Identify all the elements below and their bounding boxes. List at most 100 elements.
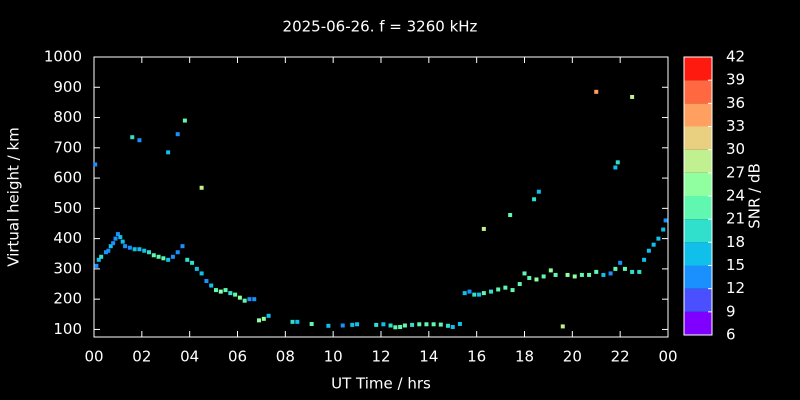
colorbar-tick-label: 36 [726,94,745,112]
echo-point [166,150,171,155]
x-tick-label: 08 [276,348,295,366]
y-tick-label: 800 [53,108,82,126]
echo-point [355,322,360,327]
echo-point [615,160,620,165]
echo-point [462,291,467,296]
echo-point [194,266,199,271]
echo-point [295,319,300,324]
y-axis-label: Virtual height / km [5,127,23,266]
echo-point [445,323,450,328]
echo-point [166,257,171,262]
echo-point [233,292,238,297]
echo-point [467,289,472,294]
colorbar-tick-label: 33 [726,117,745,135]
colorbar-tick-label: 18 [726,233,745,251]
y-tick-label: 300 [53,259,82,277]
echo-point [594,89,599,94]
colorbar-label: SNR / dB [746,163,764,229]
x-tick-label: 00 [658,348,677,366]
echo-point [637,269,642,274]
echo-point [106,248,111,253]
echo-point [113,236,118,241]
echo-point [503,285,508,290]
echo-point [489,289,494,294]
colorbar-tick-label: 30 [726,140,745,158]
colorbar-tick-label: 9 [726,302,736,320]
echo-point [630,269,635,274]
echo-point [472,292,477,297]
echo-point [608,271,613,276]
echo-point [548,268,553,273]
echo-point [182,118,187,123]
echo-point [410,322,415,327]
echo-point [326,323,331,328]
echo-point [496,287,501,292]
echo-point [663,218,668,223]
x-tick-label: 04 [180,348,199,366]
echo-point [481,226,486,231]
echo-point [137,138,142,143]
x-axis-label: UT Time / hrs [331,375,431,393]
echo-point [522,271,527,276]
x-tick-label: 20 [563,348,582,366]
echo-point [388,323,393,328]
echo-point [398,325,403,330]
echo-point [622,266,627,271]
y-tick-label: 200 [53,290,82,308]
echo-point [103,250,108,255]
colorbar-swatch [684,80,712,104]
echo-point [115,232,120,237]
colorbar-swatch [684,172,712,196]
echo-point [381,322,386,327]
echo-point [213,288,218,293]
echo-point [175,132,180,137]
echo-point [601,272,606,277]
echo-point [450,325,455,330]
echo-point [290,319,295,324]
echo-point [223,288,228,293]
colorbar-swatch [684,242,712,266]
colorbar-tick-label: 24 [726,187,745,205]
echo-point [237,295,242,300]
echo-point [536,189,541,194]
echo-point [560,324,565,329]
y-tick-label: 100 [53,320,82,338]
y-tick-label: 400 [53,229,82,247]
x-tick-label: 16 [467,348,486,366]
colorbar-swatch [684,57,712,81]
echo-point [228,291,233,296]
echo-point [340,323,345,328]
y-tick-label: 1000 [44,48,82,66]
echo-point [438,322,443,327]
echo-point [266,313,271,318]
echo-point [534,277,539,282]
echo-point [185,257,190,262]
x-tick-label: 10 [324,348,343,366]
echo-point [613,266,618,271]
echo-point [594,269,599,274]
echo-point [156,254,161,259]
echo-point [142,248,147,253]
x-tick-label: 18 [515,348,534,366]
echo-point [218,289,223,294]
echo-point [94,263,99,268]
echo-point [661,227,666,232]
colorbar-swatch [684,149,712,173]
echo-point [190,260,195,265]
echo-point [618,260,623,265]
colorbar-swatch [684,219,712,243]
echo-point [247,297,252,302]
echo-point [170,254,175,259]
echo-point [565,272,570,277]
x-tick-label: 12 [371,348,390,366]
echo-point [147,250,152,255]
echo-point [309,321,314,326]
echo-point [118,235,123,240]
echo-point [199,185,204,190]
colorbar-tick-label: 12 [726,279,745,297]
x-tick-label: 02 [132,348,151,366]
echo-point [587,272,592,277]
plot-frame [93,56,669,338]
echo-point [651,242,656,247]
x-tick-label: 00 [84,348,103,366]
